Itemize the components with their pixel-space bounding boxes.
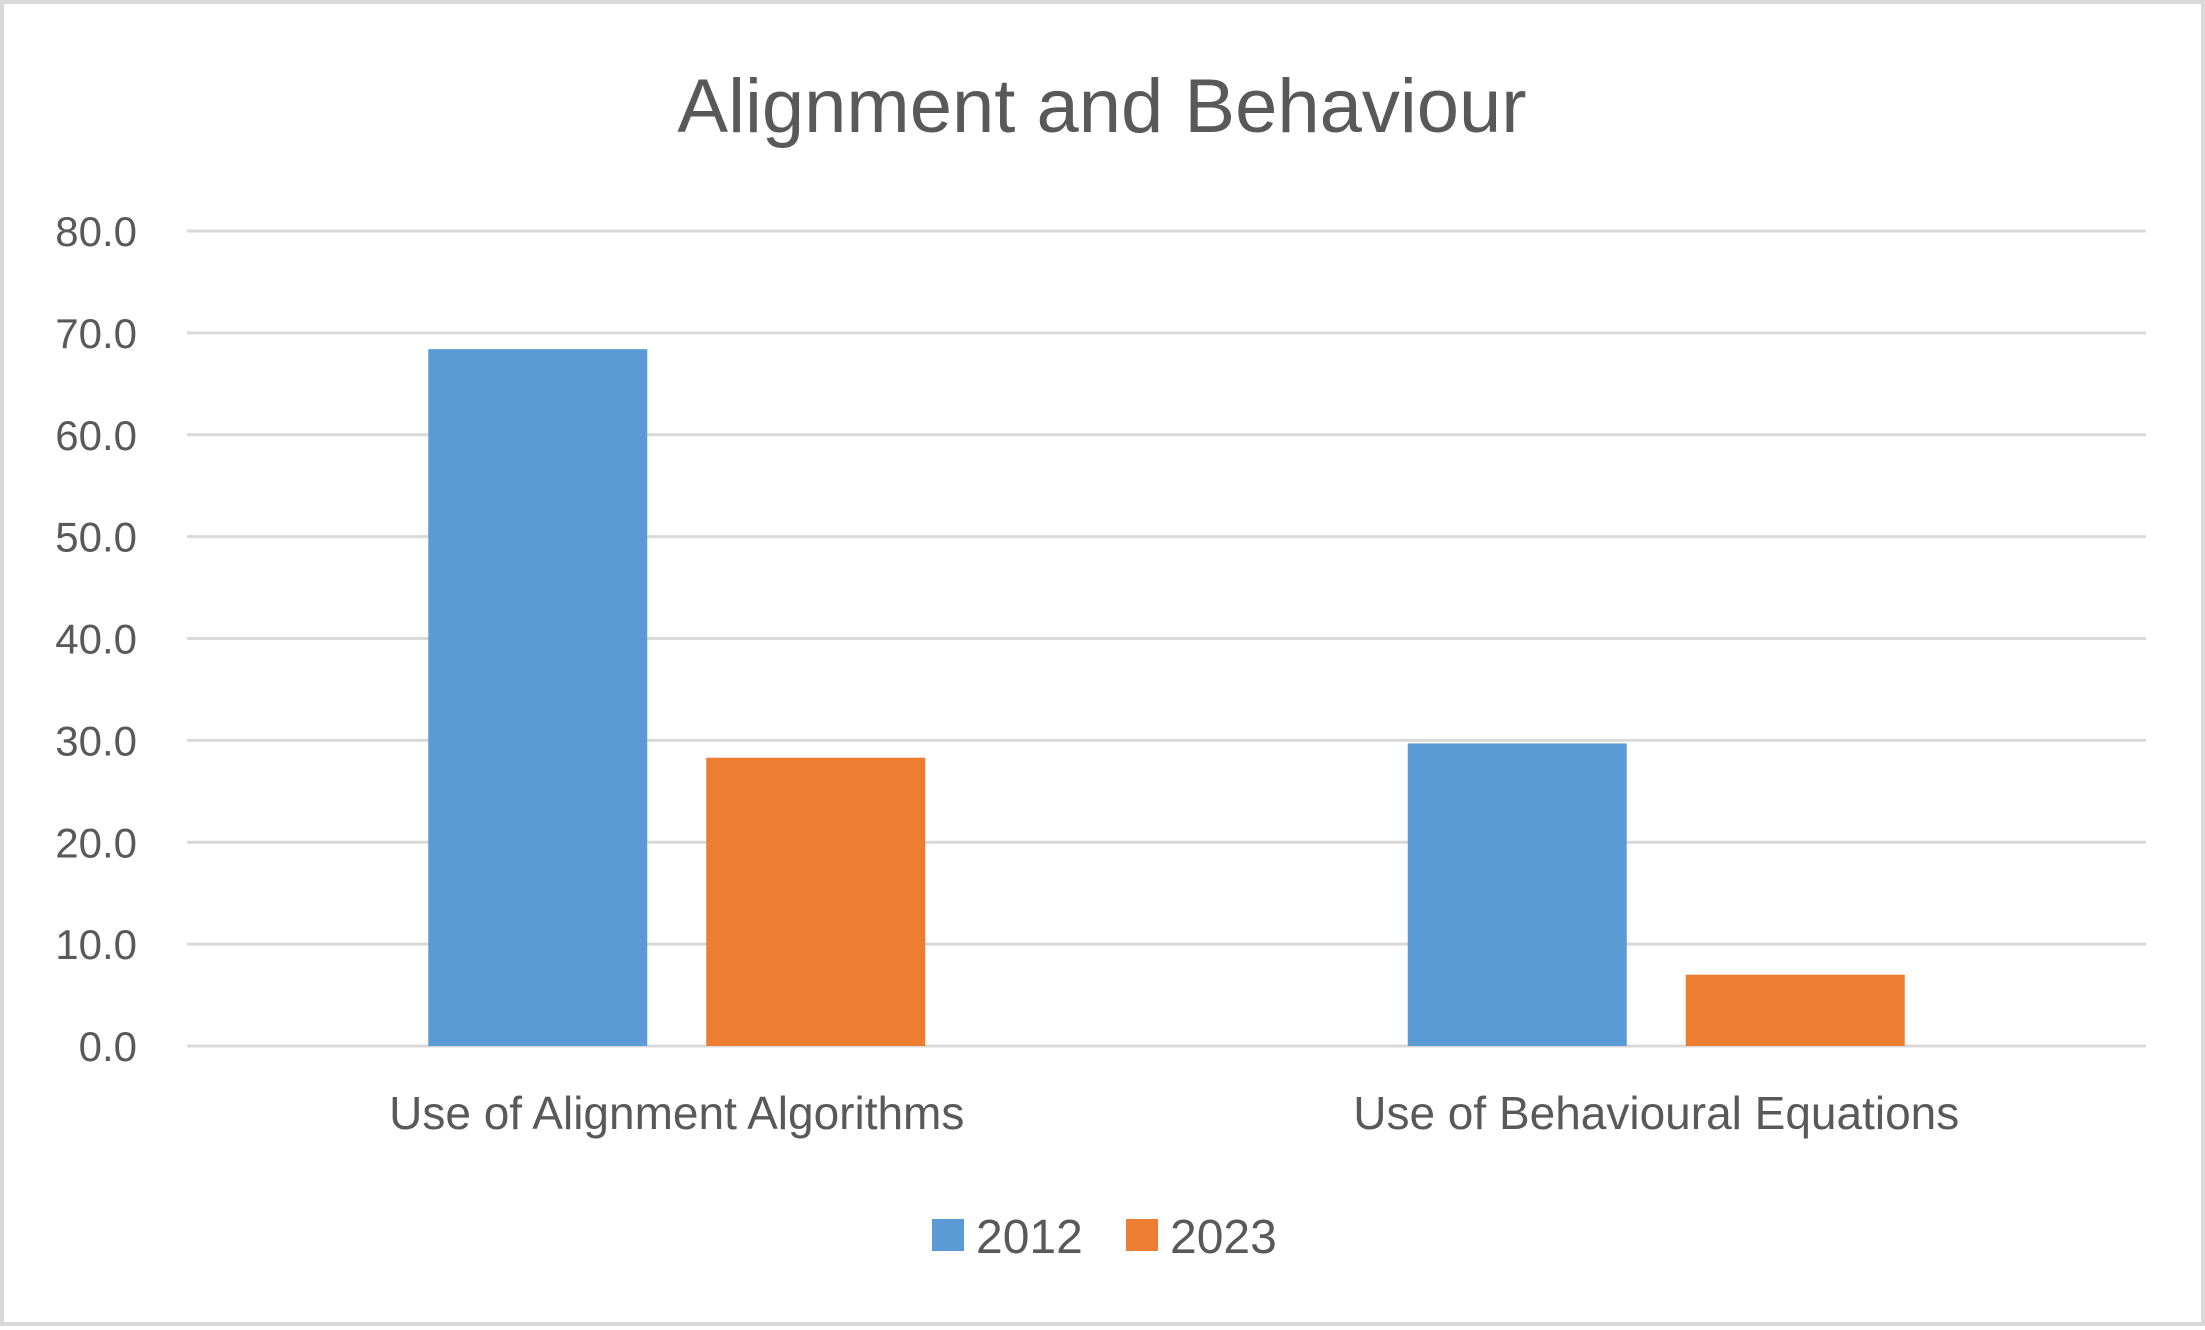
y-tick-label: 40.0 (55, 616, 137, 663)
y-tick-label: 20.0 (55, 819, 137, 866)
category-label: Use of Behavioural Equations (1353, 1087, 1959, 1139)
y-axis-ticks: 0.0 10.0 20.0 30.0 40.0 50.0 60.0 70.0 80.0 (55, 208, 137, 1070)
category-label: Use of Alignment Algorithms (389, 1087, 964, 1139)
x-axis-categories: Use of Alignment Algorithms Use of Behavi… (389, 1087, 1959, 1139)
bar-2023-0 (706, 757, 926, 1046)
legend-label-2012: 2012 (976, 1211, 1083, 1264)
legend-label-2023: 2023 (1170, 1211, 1277, 1264)
y-tick-label: 60.0 (55, 412, 137, 459)
y-tick-label: 70.0 (55, 310, 137, 357)
bars (428, 349, 1905, 1046)
legend: 2012 2023 (932, 1211, 1277, 1264)
bar-2023-1 (1685, 974, 1905, 1046)
y-tick-label: 50.0 (55, 514, 137, 561)
bar-2012-0 (428, 349, 648, 1046)
bar-chart: Alignment and Behaviour 0.0 10.0 20.0 30.0 4… (55, 64, 2146, 1264)
chart-title: Alignment and Behaviour (677, 64, 1526, 149)
y-tick-label: 0.0 (79, 1023, 137, 1070)
y-tick-label: 10.0 (55, 921, 137, 968)
legend-swatch-2012 (932, 1219, 964, 1251)
bar-2012-1 (1407, 743, 1627, 1046)
y-tick-label: 30.0 (55, 717, 137, 764)
y-tick-label: 80.0 (55, 208, 137, 255)
legend-swatch-2023 (1126, 1219, 1158, 1251)
